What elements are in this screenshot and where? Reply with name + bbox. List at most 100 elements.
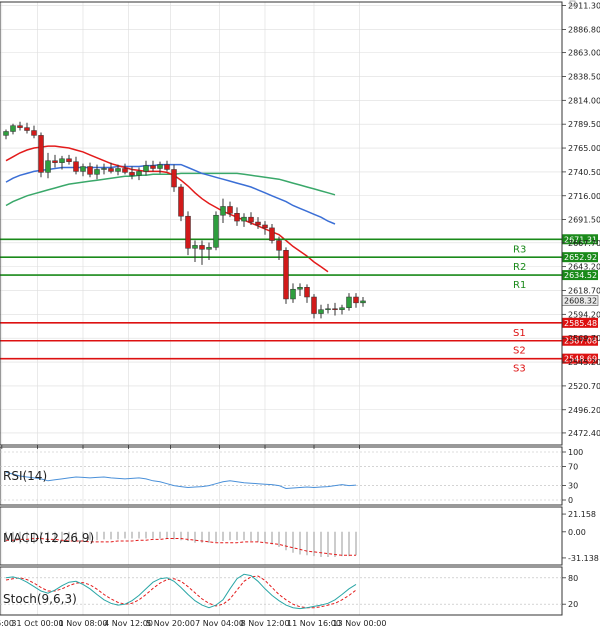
rsi-label: RSI(14) [3, 469, 47, 483]
stochastic-panel: 80 20 Stoch(9,6,3) [0, 566, 578, 616]
bearish-candle [185, 215, 191, 249]
bullish-candle [206, 247, 212, 250]
price-tick-label: 2789.50 [568, 120, 600, 129]
bullish-candle [136, 171, 142, 176]
bearish-candle [248, 216, 254, 223]
indicator-tick-label: 0.00 [568, 528, 586, 537]
bearish-candle [24, 127, 30, 131]
bullish-candle [325, 308, 331, 310]
bearish-candle [38, 135, 44, 173]
price-tick-label: 2569.70 [568, 334, 600, 343]
bearish-candle [171, 169, 177, 188]
bearish-candle [353, 296, 359, 304]
price-panel-frame [0, 1, 563, 446]
bearish-candle [122, 168, 128, 173]
bullish-candle [220, 206, 226, 216]
bullish-candle [157, 164, 163, 169]
bullish-candle [59, 158, 65, 163]
bullish-candle [192, 245, 198, 249]
indicator-tick-label: 70 [568, 462, 578, 471]
price-tick-label: 2740.50 [568, 168, 600, 177]
price-tick-label: 2643.20 [568, 263, 600, 272]
bullish-candle [143, 165, 149, 172]
pivot-value-box-r1 [562, 270, 598, 281]
pivot-value-box-s2 [562, 335, 598, 346]
price-tick-label: 2886.80 [568, 25, 600, 34]
bearish-candle [52, 160, 58, 163]
indicator-tick-label: 20 [568, 600, 578, 609]
indicator-tick-label: 21.158 [568, 510, 596, 519]
macd-label: MACD(12,26,9) [3, 531, 94, 545]
pivot-name-s2: S2 [513, 346, 526, 357]
pivot-value-box-s3 [562, 353, 598, 364]
bullish-candle [360, 300, 366, 304]
price-tick-label: 2765.00 [568, 144, 600, 153]
indicator-tick-label: 30 [568, 482, 578, 491]
pivot-value-r2: 2652.92 [564, 253, 597, 262]
pivot-value-box-s1 [562, 317, 598, 328]
rsi-gridlines [0, 451, 562, 501]
macd-histogram [5, 531, 357, 557]
time-tick-label: 31 Oct 00:00 [11, 619, 63, 628]
pivot-name-s3: S3 [513, 364, 526, 375]
bullish-candle [290, 288, 296, 300]
pivot-value-s2: 2567.08 [564, 337, 597, 346]
time-tick-label: 8 Nov 12:00 [241, 619, 290, 628]
bearish-candle [73, 161, 79, 172]
rsi-axis: 100 70 30 0 [562, 448, 583, 505]
bullish-candle [318, 309, 324, 314]
pivot-value-r1: 2634.52 [564, 271, 597, 280]
stochastic-k-line [5, 573, 357, 610]
candles [3, 121, 366, 319]
bullish-candle [339, 307, 345, 310]
rsi-panel: 100 70 30 0 RSI(14) [0, 446, 583, 506]
bearish-candle [17, 125, 23, 128]
bearish-candle [269, 227, 275, 241]
price-tick-label: 2814.00 [568, 96, 600, 105]
pivot-name-s1: S1 [513, 328, 526, 339]
price-tick-label: 2863.00 [568, 49, 600, 58]
macd-panel: 21.158 0.00 -31.138 MACD(12,26,9) [0, 506, 599, 566]
time-tick-label: 1 Nov 08:00 [59, 619, 108, 628]
bearish-candle [311, 296, 317, 314]
bearish-candle [108, 168, 114, 172]
price-tick-label: 2496.20 [568, 406, 600, 415]
macd-axis: 21.158 0.00 -31.138 [562, 510, 599, 563]
pivot-value-box-r2 [562, 252, 598, 263]
rsi-panel-frame [0, 446, 563, 506]
price-tick-label: 2667.70 [568, 239, 600, 248]
price-tick-label: 2594.20 [568, 310, 600, 319]
pivot-name-r2: R2 [513, 262, 526, 273]
pivot-name-r1: R1 [513, 280, 526, 291]
bearish-candle [234, 213, 240, 222]
pivot-value-r3: 2671.31 [564, 235, 597, 244]
bullish-candle [10, 125, 16, 132]
pivot-levels: 2671.31 R3 2652.92 R2 2634.52 R1 2585.48 S1 2567… [0, 234, 598, 375]
bearish-candle [262, 224, 268, 229]
bullish-candle [297, 287, 303, 290]
time-tick-label: 13 Nov 00:00 [333, 619, 387, 628]
stochastic-axis: 80 20 [562, 574, 578, 609]
stochastic-gridlines [0, 577, 562, 605]
time-tick-label: 6:00 [0, 619, 14, 628]
bearish-candle [150, 165, 156, 169]
bullish-candle [346, 296, 352, 308]
time-tick-label: 5 Nov 20:00 [146, 619, 195, 628]
price-tick-label: 2472.40 [568, 429, 600, 438]
indicator-tick-label: 0 [568, 496, 573, 505]
bearish-candle [283, 250, 289, 300]
time-tick-label: 7 Nov 04:00 [195, 619, 244, 628]
price-tick-label: 2838.50 [568, 72, 600, 81]
time-tick-label: 11 Nov 16:00 [287, 619, 341, 628]
bearish-candle [87, 166, 93, 175]
macd-signal-line [6, 538, 356, 556]
bullish-candle [213, 214, 219, 248]
price-tick-label: 2691.50 [568, 216, 600, 225]
bearish-candle [255, 221, 261, 226]
bullish-candle [80, 166, 86, 172]
pivot-value-s3: 2548.69 [564, 355, 597, 364]
price-tick-label: 2911.30 [568, 2, 600, 11]
bearish-candle [199, 245, 205, 250]
